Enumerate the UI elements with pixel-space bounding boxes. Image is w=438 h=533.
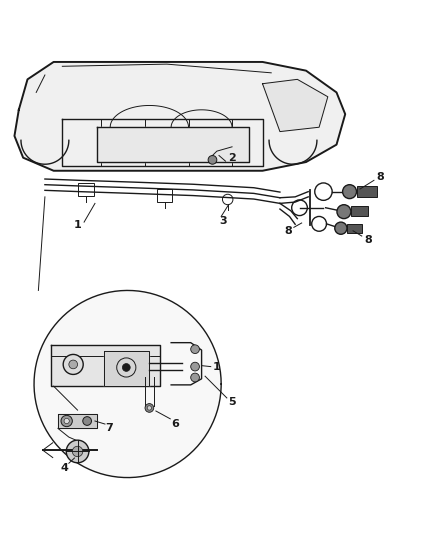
Circle shape [335, 222, 347, 235]
Text: 3: 3 [219, 216, 227, 226]
Circle shape [208, 156, 217, 164]
Polygon shape [58, 414, 97, 429]
Circle shape [147, 406, 152, 410]
Circle shape [191, 373, 199, 382]
Polygon shape [34, 290, 221, 478]
Text: 8: 8 [376, 172, 384, 182]
Text: 1: 1 [213, 362, 221, 373]
Circle shape [66, 440, 89, 463]
Bar [351, 206, 368, 216]
Text: 2: 2 [228, 152, 236, 163]
Text: 8: 8 [285, 226, 293, 236]
Circle shape [122, 364, 130, 372]
Polygon shape [51, 345, 160, 386]
Circle shape [63, 354, 83, 375]
Polygon shape [97, 127, 250, 162]
Circle shape [145, 403, 154, 413]
Text: 8: 8 [364, 235, 372, 245]
Circle shape [191, 362, 199, 371]
Text: 6: 6 [172, 419, 180, 429]
Bar [357, 186, 378, 197]
Text: 5: 5 [228, 397, 236, 407]
Circle shape [337, 205, 351, 219]
Circle shape [69, 360, 78, 369]
Circle shape [343, 184, 357, 199]
Bar [347, 224, 362, 232]
Polygon shape [262, 79, 328, 132]
Circle shape [72, 446, 83, 457]
Text: 4: 4 [60, 463, 68, 473]
Text: 1: 1 [74, 220, 81, 230]
Circle shape [83, 417, 92, 425]
Circle shape [191, 345, 199, 353]
Circle shape [64, 418, 69, 424]
Bar [78, 182, 94, 196]
Polygon shape [104, 351, 149, 386]
Bar [157, 189, 173, 201]
Polygon shape [14, 62, 345, 171]
Text: 7: 7 [106, 423, 113, 433]
Circle shape [61, 415, 72, 426]
